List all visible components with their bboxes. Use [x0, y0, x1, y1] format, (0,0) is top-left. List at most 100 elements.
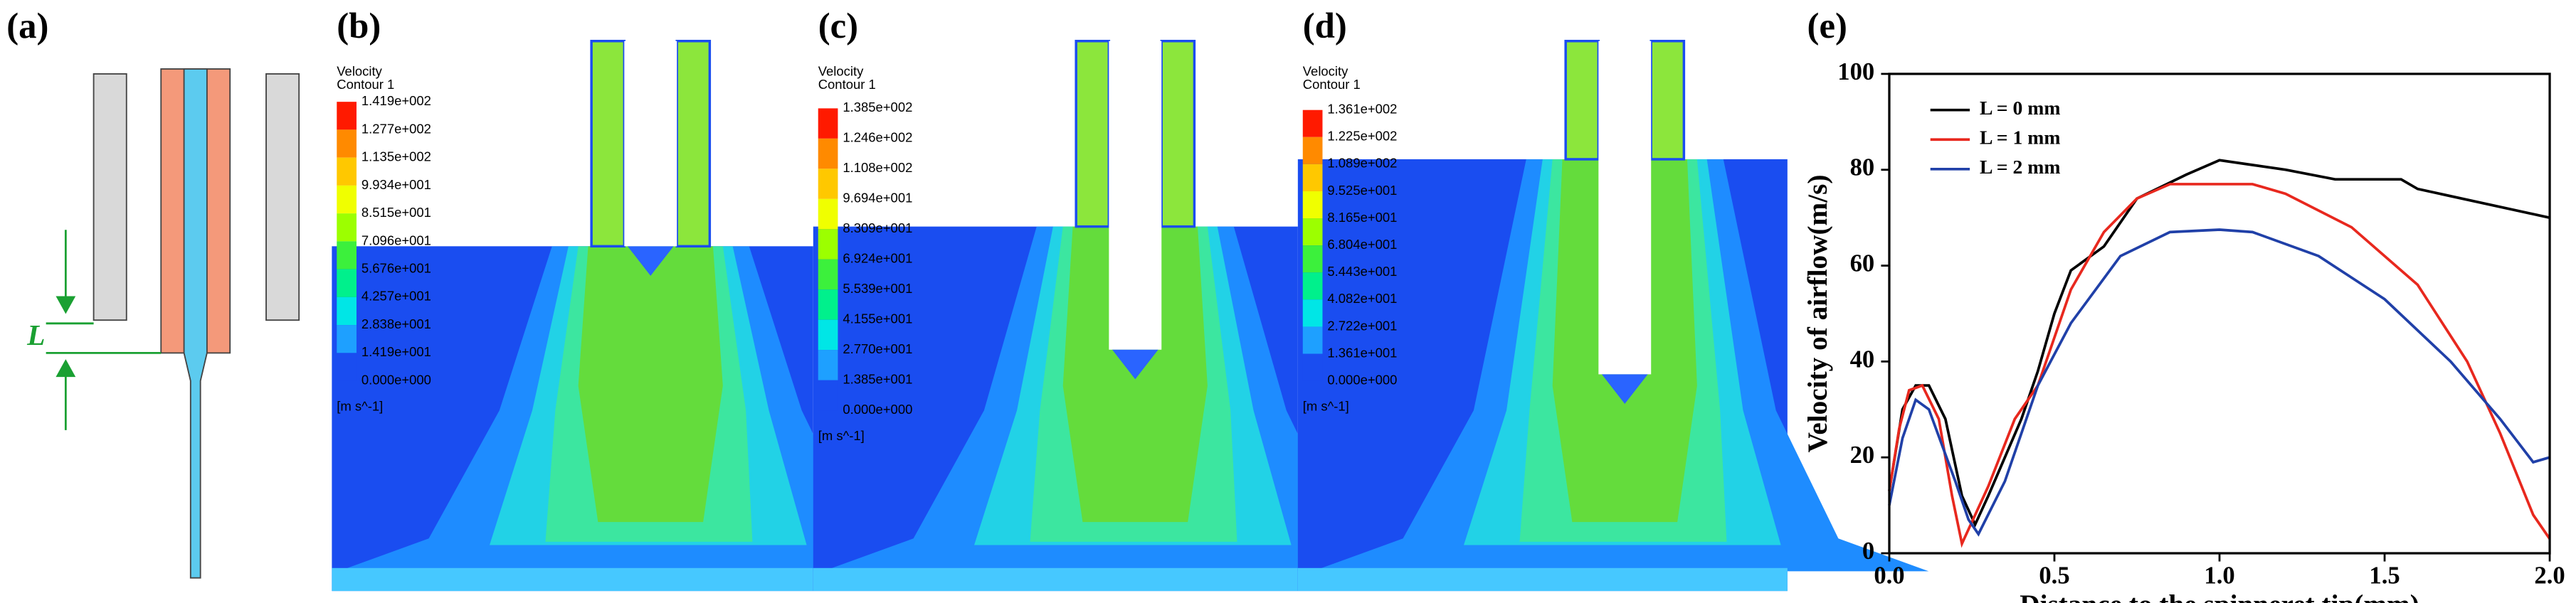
- panel-label: (e): [1807, 6, 1847, 46]
- panel-label: (d): [1303, 6, 1347, 46]
- color-band: [1302, 272, 1323, 300]
- y-tick-label: 0: [1862, 538, 1874, 565]
- level-label: 2.770e+001: [843, 341, 912, 356]
- color-band: [337, 297, 357, 326]
- contour-region: [578, 246, 723, 523]
- color-band: [337, 157, 357, 186]
- y-tick-label: 40: [1850, 346, 1875, 373]
- color-band: [818, 259, 838, 290]
- data-line: [1888, 159, 2550, 528]
- panel-label: (c): [818, 6, 858, 46]
- color-band: [337, 353, 357, 381]
- level-label: 1.419e+002: [361, 93, 431, 108]
- level-label: 1.135e+002: [361, 149, 431, 164]
- tube: [590, 39, 626, 248]
- color-band: [1302, 110, 1323, 137]
- color-band: [1302, 245, 1323, 273]
- level-label: 9.525e+001: [1327, 183, 1397, 198]
- level-label: 1.108e+002: [843, 160, 912, 175]
- outlet-band: [1297, 567, 1788, 592]
- panel-label: (b): [337, 6, 381, 46]
- color-band: [337, 129, 357, 158]
- needle: [1598, 41, 1652, 375]
- level-label: 4.082e+001: [1327, 291, 1397, 306]
- data-line: [1888, 183, 2551, 548]
- level-label: 1.225e+002: [1327, 129, 1397, 144]
- level-label: 1.089e+002: [1327, 156, 1397, 171]
- dimension: [46, 230, 162, 430]
- panel-label: (a): [6, 6, 48, 46]
- level-label: 1.361e+001: [1327, 345, 1397, 360]
- color-band: [337, 213, 357, 242]
- legend-entry: L = 2 mm: [1980, 156, 2060, 178]
- color-band: [1302, 326, 1323, 354]
- legend-title: Velocity: [1303, 63, 1348, 78]
- contour-plot: [332, 39, 955, 592]
- color-band: [1302, 137, 1323, 164]
- tube: [1649, 39, 1686, 161]
- color-band: [1302, 191, 1323, 219]
- level-label: 6.924e+001: [843, 251, 912, 266]
- level-label: 0.000e+000: [361, 372, 431, 387]
- x-tick-label: 2.0: [2534, 562, 2565, 589]
- outlet-band: [813, 567, 1298, 592]
- level-label: 8.515e+001: [361, 205, 431, 220]
- y-tick-label: 80: [1850, 154, 1875, 181]
- color-band: [818, 350, 838, 380]
- color-band: [818, 319, 838, 351]
- color-band: [337, 241, 357, 270]
- color-band: [818, 108, 838, 139]
- plot-frame: [1888, 73, 2551, 555]
- y-tick-label: 20: [1850, 442, 1875, 469]
- level-label: 4.155e+001: [843, 311, 912, 326]
- level-label: 0.000e+000: [1327, 372, 1397, 387]
- unit-label: [m s^-1]: [1303, 398, 1349, 413]
- schematic: L: [26, 68, 300, 579]
- tube: [675, 39, 712, 248]
- level-label: 1.361e+002: [1327, 102, 1397, 117]
- level-label: 5.443e+001: [1327, 264, 1397, 279]
- color-band: [818, 169, 838, 199]
- tube: [1160, 39, 1196, 228]
- level-label: 9.934e+001: [361, 177, 431, 192]
- needle: [1109, 41, 1162, 350]
- color-band: [818, 289, 838, 320]
- legend-subtitle: Contour 1: [818, 77, 876, 92]
- y-tick-label: 100: [1837, 58, 1874, 85]
- level-label: 1.385e+001: [843, 372, 912, 387]
- color-band: [337, 325, 357, 353]
- color-band: [1302, 299, 1323, 327]
- color-band: [1302, 353, 1323, 381]
- level-label: 9.694e+001: [843, 191, 912, 206]
- color-band: [818, 380, 838, 411]
- contour-plot: [813, 39, 1440, 592]
- color-band: [818, 198, 838, 230]
- data-line: [1888, 228, 2550, 537]
- level-label: 0.000e+000: [843, 402, 912, 417]
- legend-title: Velocity: [337, 63, 382, 78]
- level-label: 1.246e+002: [843, 130, 912, 145]
- level-label: 2.838e+001: [361, 316, 431, 331]
- color-band: [337, 102, 357, 130]
- x-tick-label: 1.5: [2369, 562, 2400, 589]
- level-label: 1.277e+002: [361, 121, 431, 136]
- contour-region: [627, 246, 674, 276]
- contour-region: [1601, 374, 1648, 404]
- legend-entry: L = 0 mm: [1980, 97, 2060, 119]
- level-label: 5.676e+001: [361, 261, 431, 276]
- color-band: [1302, 164, 1323, 191]
- level-label: 4.257e+001: [361, 289, 431, 304]
- level-label: 8.165e+001: [1327, 210, 1397, 225]
- color-band: [1302, 218, 1323, 246]
- needle: [624, 41, 677, 247]
- legend-subtitle: Contour 1: [1303, 77, 1361, 92]
- color-band: [818, 138, 838, 169]
- level-label: 1.419e+001: [361, 344, 431, 359]
- outer-wall: [265, 73, 300, 321]
- outlet-band: [332, 567, 813, 592]
- tube: [1564, 39, 1600, 161]
- unit-label: [m s^-1]: [818, 428, 865, 443]
- y-tick-label: 60: [1850, 250, 1875, 277]
- dimension-label: L: [26, 319, 45, 351]
